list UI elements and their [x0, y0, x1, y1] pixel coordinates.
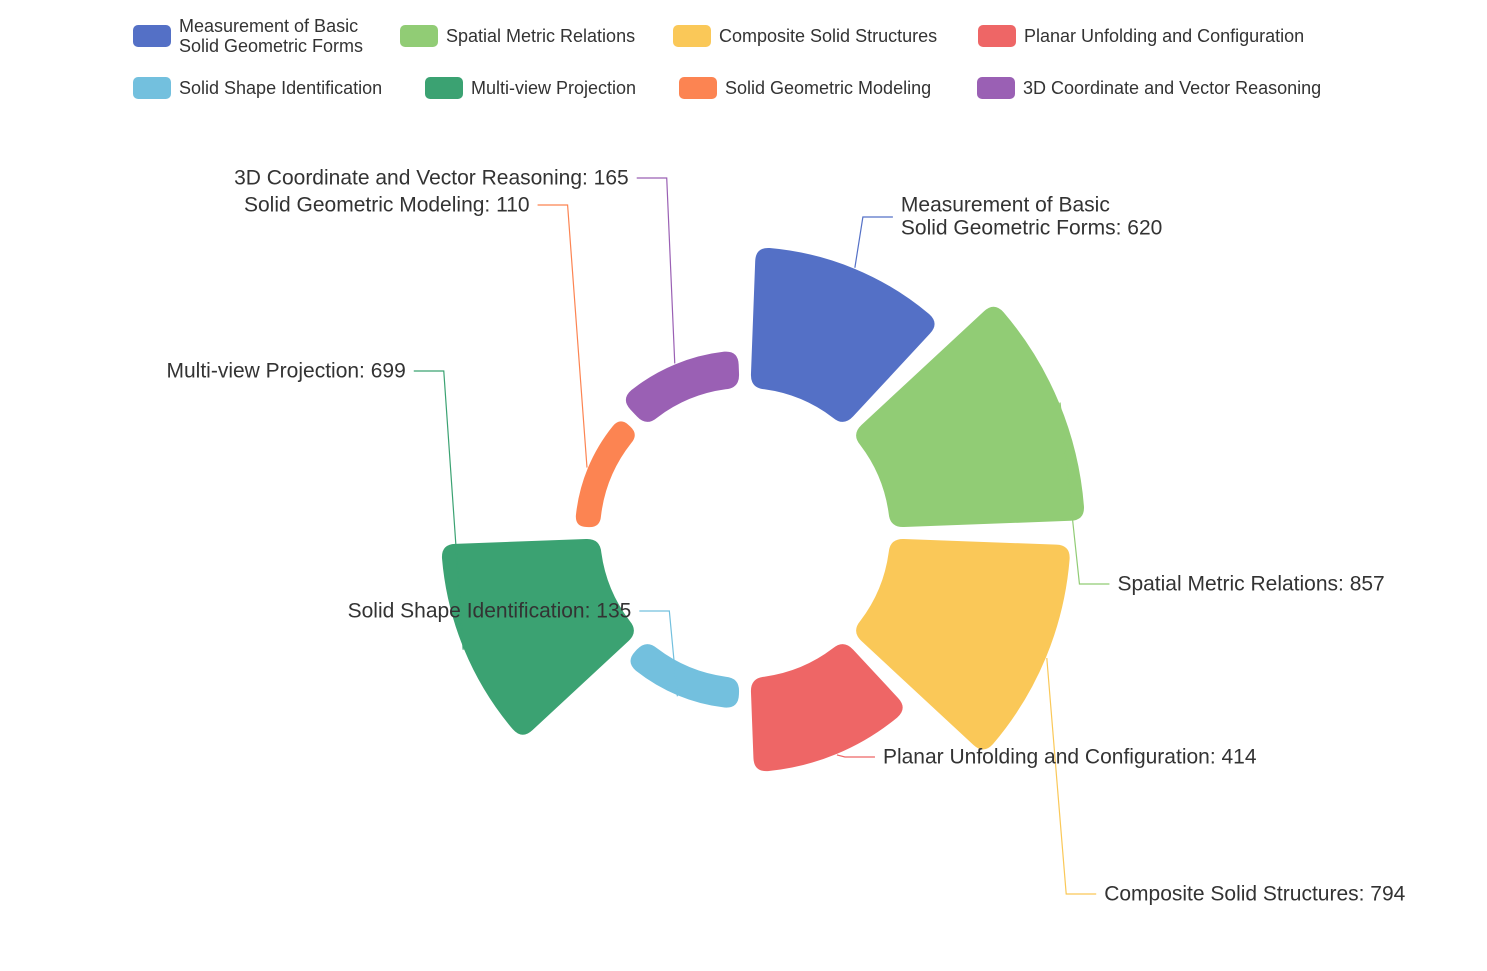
legend-swatch-measurement-of-basic-solid-geometric-forms[interactable] — [133, 25, 171, 47]
slice-label-composite-solid-structures: Composite Solid Structures: 794 — [1104, 883, 1405, 906]
slice-label-measurement-of-basic-solid-geometric-forms: Measurement of Basic Solid Geometric Form… — [901, 194, 1162, 240]
leader-line-spatial-metric-relations — [1059, 402, 1110, 585]
slice-spatial-metric-relations[interactable] — [856, 306, 1084, 528]
leader-line-planar-unfolding-and-configuration — [836, 754, 875, 758]
slice-label-3d-coordinate-and-vector-reasoning: 3D Coordinate and Vector Reasoning: 165 — [234, 167, 629, 190]
slice-multi-view-projection[interactable] — [441, 538, 634, 735]
leader-line-measurement-of-basic-solid-geometric-forms — [854, 216, 893, 268]
legend-label-composite-solid-structures[interactable]: Composite Solid Structures — [719, 26, 937, 46]
legend-label-3d-coordinate-and-vector-reasoning[interactable]: 3D Coordinate and Vector Reasoning — [1023, 78, 1321, 98]
legend-swatch-multi-view-projection[interactable] — [425, 77, 463, 99]
slice-label-spatial-metric-relations: Spatial Metric Relations: 857 — [1117, 573, 1384, 596]
legend-label-measurement-of-basic-solid-geometric-forms[interactable]: Measurement of Basic Solid Geometric Form… — [179, 16, 363, 56]
slice-3d-coordinate-and-vector-reasoning[interactable] — [625, 351, 740, 422]
legend-swatch-3d-coordinate-and-vector-reasoning[interactable] — [977, 77, 1015, 99]
slice-measurement-of-basic-solid-geometric-forms[interactable] — [750, 247, 935, 422]
leader-lines — [413, 177, 1110, 895]
slice-label-multi-view-projection: Multi-view Projection: 699 — [167, 360, 406, 383]
slice-label-planar-unfolding-and-configuration: Planar Unfolding and Configuration: 414 — [883, 746, 1257, 769]
leader-line-solid-shape-identification — [639, 610, 678, 697]
leader-line-3d-coordinate-and-vector-reasoning — [636, 177, 676, 364]
slice-solid-geometric-modeling[interactable] — [575, 421, 635, 528]
slice-solid-shape-identification[interactable] — [630, 644, 740, 708]
slice-composite-solid-structures[interactable] — [856, 538, 1070, 750]
slice-labels: Measurement of Basic Solid Geometric Form… — [167, 167, 1406, 906]
legend-label-spatial-metric-relations[interactable]: Spatial Metric Relations — [446, 26, 635, 46]
slice-label-solid-shape-identification: Solid Shape Identification: 135 — [348, 600, 632, 623]
legend-swatch-planar-unfolding-and-configuration[interactable] — [978, 25, 1016, 47]
slice-label-solid-geometric-modeling: Solid Geometric Modeling: 110 — [244, 194, 530, 217]
leader-line-multi-view-projection — [413, 370, 464, 650]
legend-label-multi-view-projection[interactable]: Multi-view Projection — [471, 78, 636, 98]
legend-swatch-solid-shape-identification[interactable] — [133, 77, 171, 99]
legend-swatch-solid-geometric-modeling[interactable] — [679, 77, 717, 99]
legend-label-solid-geometric-modeling[interactable]: Solid Geometric Modeling — [725, 78, 931, 98]
slice-planar-unfolding-and-configuration[interactable] — [750, 644, 903, 772]
leader-line-composite-solid-structures — [1046, 657, 1097, 895]
legend-swatch-composite-solid-structures[interactable] — [673, 25, 711, 47]
leader-line-solid-geometric-modeling — [537, 204, 588, 468]
legend: Measurement of Basic Solid Geometric Form… — [133, 16, 1321, 99]
slices — [441, 247, 1084, 772]
legend-label-planar-unfolding-and-configuration[interactable]: Planar Unfolding and Configuration — [1024, 26, 1304, 46]
legend-label-solid-shape-identification[interactable]: Solid Shape Identification — [179, 78, 382, 98]
legend-swatch-spatial-metric-relations[interactable] — [400, 25, 438, 47]
